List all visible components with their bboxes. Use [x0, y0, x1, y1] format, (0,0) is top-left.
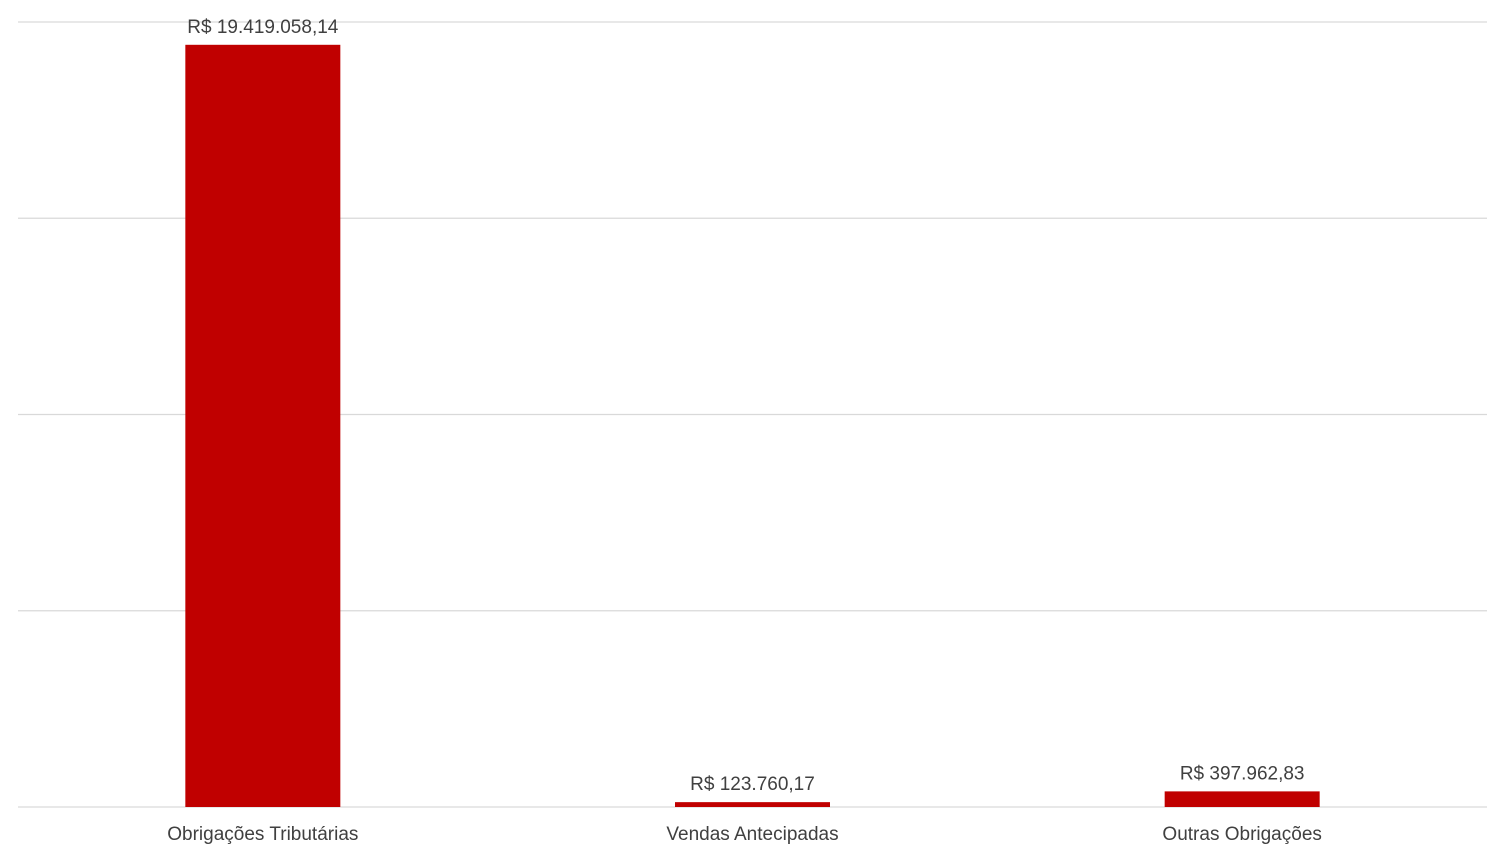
bar — [185, 44, 341, 808]
bar — [1164, 791, 1320, 807]
x-tick-label: Vendas Antecipadas — [666, 824, 838, 845]
x-tick-label: Outras Obrigações — [1162, 824, 1321, 845]
x-tick-labels: Obrigações Tributárias Vendas Antecipadas… — [167, 824, 1322, 845]
bar-value-label: R$ 397.962,83 — [1180, 763, 1305, 784]
x-tick-label: Obrigações Tributárias — [167, 824, 358, 845]
bar — [675, 802, 830, 807]
bars — [185, 44, 1320, 808]
bar-value-label: R$ 19.419.058,14 — [187, 17, 339, 38]
bar-value-label: R$ 123.760,17 — [690, 774, 815, 795]
data-labels: R$ 19.419.058,14 R$ 123.760,17 R$ 397.962,… — [187, 17, 1304, 795]
